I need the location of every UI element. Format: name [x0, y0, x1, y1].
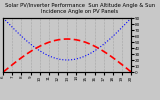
Text: Solar PV/Inverter Performance  Sun Altitude Angle & Sun Incidence Angle on PV Pa: Solar PV/Inverter Performance Sun Altitu…	[5, 3, 155, 14]
